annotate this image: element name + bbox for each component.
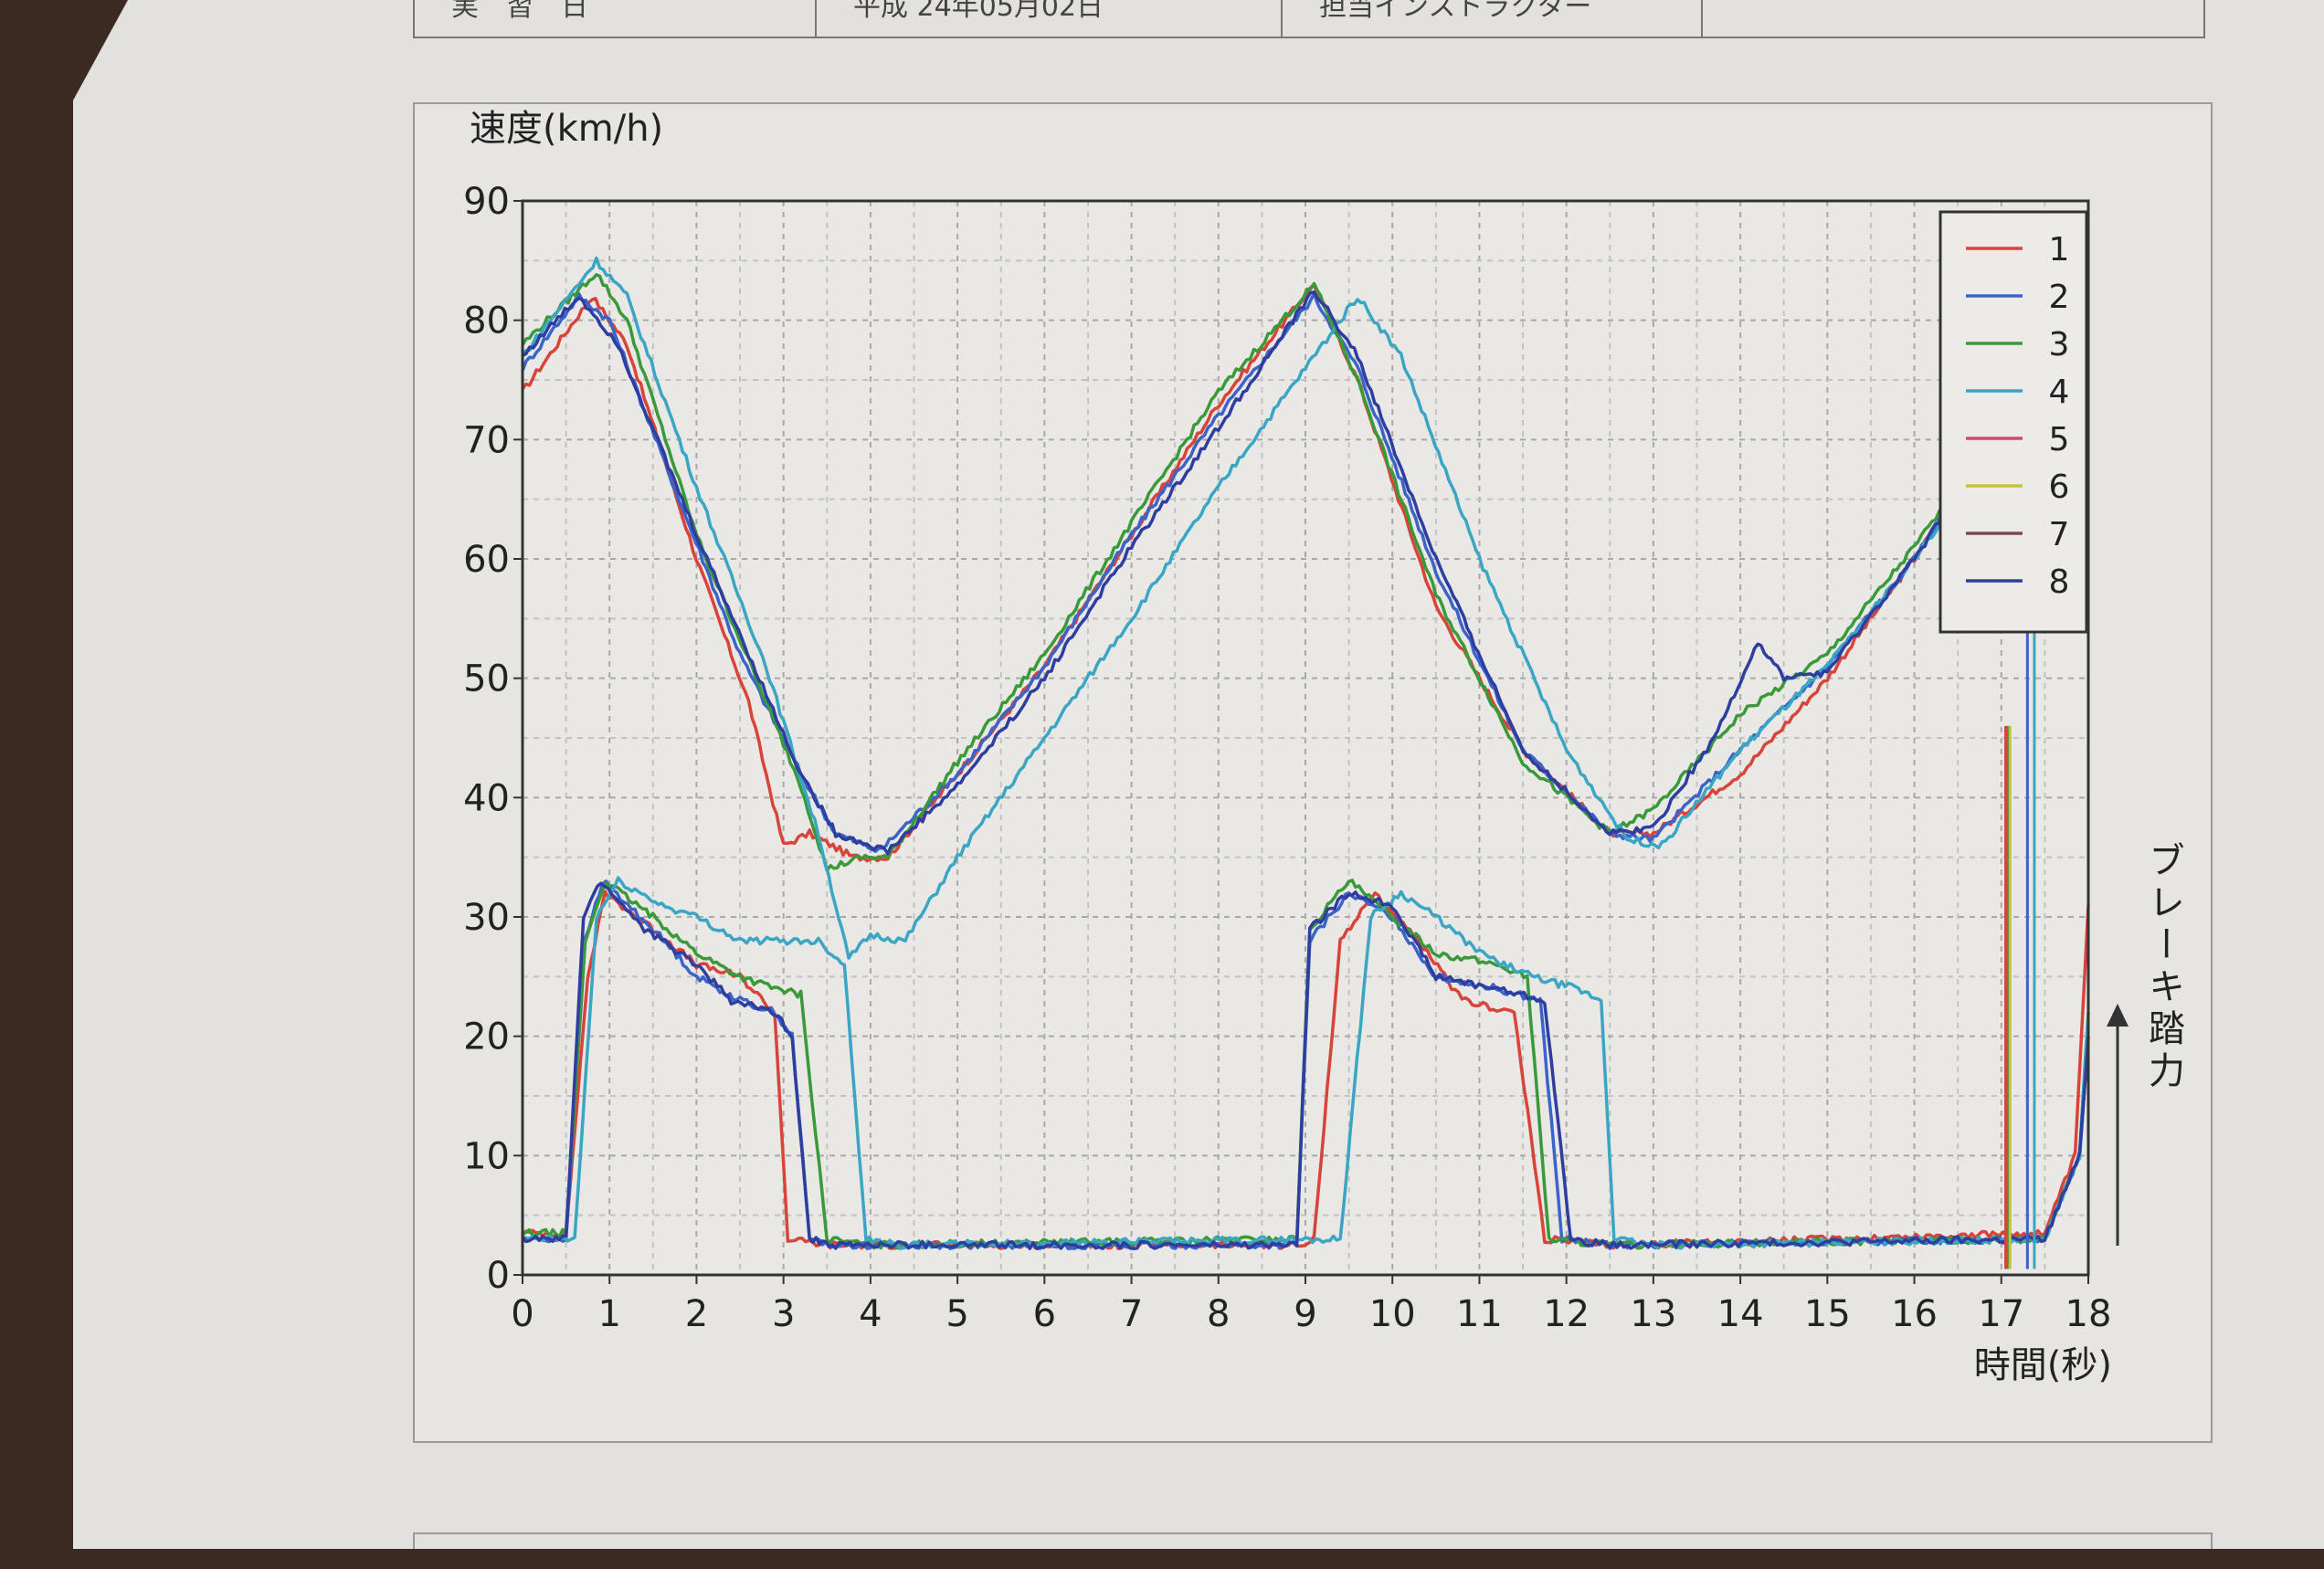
y-tick-label: 60: [463, 539, 510, 581]
series-line-4-brake: [521, 876, 2090, 1250]
y-tick-label: 20: [463, 1016, 510, 1058]
series-line-8-speed: [522, 290, 1994, 856]
x-tick-label: 6: [1033, 1293, 1056, 1335]
legend: 1 2 3 4 5 6 7 8: [1938, 210, 2088, 634]
series-lines: [521, 256, 2090, 1269]
header-cell: 平成 24年05月02日: [817, 0, 1283, 37]
x-tick-label: 10: [1369, 1293, 1416, 1335]
next-section-box: [413, 1532, 2213, 1549]
x-tick-label: 8: [1207, 1293, 1230, 1335]
y-tick-label: 0: [487, 1255, 510, 1297]
y-tick-label: 10: [463, 1135, 510, 1177]
series-line-8-brake: [521, 881, 2090, 1251]
x-axis-label: 時間(秒): [1974, 1344, 2112, 1386]
x-tick-label: 3: [772, 1293, 795, 1335]
brake-force-label: ブレーキ踏力: [2142, 841, 2184, 1093]
x-tick-label: 5: [945, 1293, 968, 1335]
x-tick-label: 15: [1804, 1293, 1851, 1335]
x-tick-label: 7: [1120, 1293, 1143, 1335]
x-tick-label: 1: [597, 1293, 620, 1335]
x-tick-label: 16: [1891, 1293, 1938, 1335]
legend-label: 1: [2049, 231, 2070, 269]
legend-label: 8: [2049, 563, 2070, 601]
x-tick-label: 11: [1456, 1293, 1503, 1335]
legend-label: 6: [2049, 469, 2070, 506]
legend-label: 2: [2049, 279, 2070, 316]
header-cell: [1703, 0, 2203, 37]
header-cell: 担当インストラクター: [1283, 0, 1703, 37]
header-table: 実 習 日 平成 24年05月02日 担当インストラクター: [413, 0, 2205, 38]
legend-label: 5: [2049, 421, 2070, 458]
legend-label: 7: [2049, 516, 2070, 553]
legend-label: 3: [2049, 326, 2070, 363]
plot-border: [521, 199, 2090, 1277]
header-cell: 実 習 日: [415, 0, 817, 37]
chart-frame: 0 1 2 3 4 5 6 7 8 9 10 11 12 13 14 15 16 17 18 0 10 20 30 40 50 6…: [413, 102, 2213, 1443]
x-tick-label: 4: [859, 1293, 882, 1335]
x-tick-label: 18: [2065, 1293, 2112, 1335]
x-tick-label: 9: [1294, 1293, 1316, 1335]
y-tick-label: 70: [463, 419, 510, 461]
y-axis-label: 速度(km/h): [470, 108, 663, 150]
series-line-4-speed: [521, 256, 2003, 960]
tick-labels: 0 1 2 3 4 5 6 7 8 9 10 11 12 13 14 15 16 17 18010203040506…: [463, 181, 2111, 1335]
series-line-3-speed: [521, 273, 1994, 872]
y-tick-label: 90: [463, 181, 510, 223]
speed-brake-chart: 0 1 2 3 4 5 6 7 8 9 10 11 12 13 14 15 16 17 18010203040506…: [463, 108, 2184, 1386]
x-tick-label: 17: [1978, 1293, 2024, 1335]
brake-force-arrowhead: [2107, 1004, 2129, 1027]
x-tick-label: 14: [1717, 1293, 1764, 1335]
legend-label: 4: [2049, 374, 2070, 411]
y-tick-label: 30: [463, 897, 510, 939]
x-tick-label: 0: [511, 1293, 533, 1335]
y-tick-label: 80: [463, 300, 510, 342]
legend-box: [1938, 210, 2088, 634]
y-tick-label: 50: [463, 658, 510, 700]
y-tick-label: 40: [463, 777, 510, 819]
x-tick-label: 2: [685, 1293, 708, 1335]
x-tick-label: 13: [1630, 1293, 1676, 1335]
x-tick-label: 12: [1543, 1293, 1590, 1335]
